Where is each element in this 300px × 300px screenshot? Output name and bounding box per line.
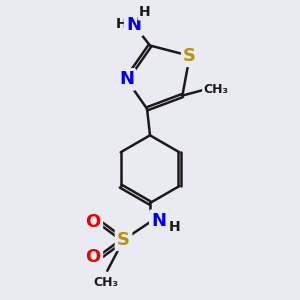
Text: N: N — [126, 16, 141, 34]
Text: CH₃: CH₃ — [204, 82, 229, 96]
Text: O: O — [85, 213, 101, 231]
Text: O: O — [85, 248, 101, 266]
Text: H: H — [116, 17, 127, 31]
Text: N: N — [119, 70, 134, 88]
Text: N: N — [151, 212, 166, 230]
Text: S: S — [183, 47, 196, 65]
Text: CH₃: CH₃ — [93, 276, 118, 289]
Text: H: H — [168, 220, 180, 235]
Text: S: S — [117, 231, 130, 249]
Text: H: H — [139, 5, 151, 19]
